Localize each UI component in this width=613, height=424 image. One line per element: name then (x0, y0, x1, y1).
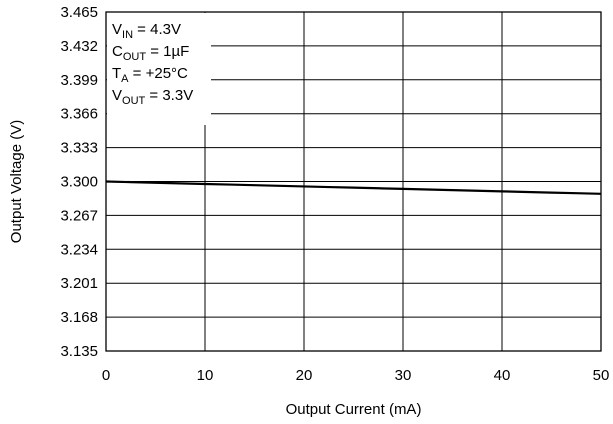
y-tick-label-5: 3.300 (60, 174, 98, 191)
series-line (105, 180, 602, 195)
y-tick-label-3: 3.234 (60, 241, 98, 258)
x-tick-label-3: 30 (395, 367, 412, 384)
condition-1: COUT = 1µF (112, 43, 189, 63)
x-tick-label-5: 50 (593, 367, 610, 384)
x-tick-label-0: 0 (102, 367, 110, 384)
x-tick-label-4: 40 (494, 367, 511, 384)
y-axis-ticks: 3.135 3.168 3.201 3.234 3.267 3.300 3.333 3.366… (60, 4, 98, 360)
y-tick-label-10: 3.465 (60, 4, 98, 21)
y-tick-label-7: 3.366 (60, 106, 98, 123)
condition-3: VOUT = 3.3V (112, 87, 193, 107)
condition-2: TA = +25°C (112, 65, 188, 85)
y-tick-label-0: 3.135 (60, 343, 98, 360)
y-tick-label-6: 3.333 (60, 140, 98, 157)
x-axis-title: Output Current (mA) (286, 401, 422, 418)
y-axis-title: Output Voltage (V) (8, 120, 25, 243)
conditions-box-background (107, 13, 211, 125)
x-tick-label-1: 10 (197, 367, 214, 384)
y-tick-label-8: 3.399 (60, 72, 98, 89)
condition-0: VIN = 4.3V (112, 21, 181, 41)
y-tick-label-1: 3.168 (60, 309, 98, 326)
y-tick-label-2: 3.201 (60, 275, 98, 292)
y-tick-label-9: 3.432 (60, 38, 98, 55)
x-tick-label-2: 20 (296, 367, 313, 384)
plot-frame (105, 11, 602, 352)
x-axis-ticks: 0 10 20 30 40 50 (102, 367, 610, 384)
y-tick-label-4: 3.267 (60, 207, 98, 224)
